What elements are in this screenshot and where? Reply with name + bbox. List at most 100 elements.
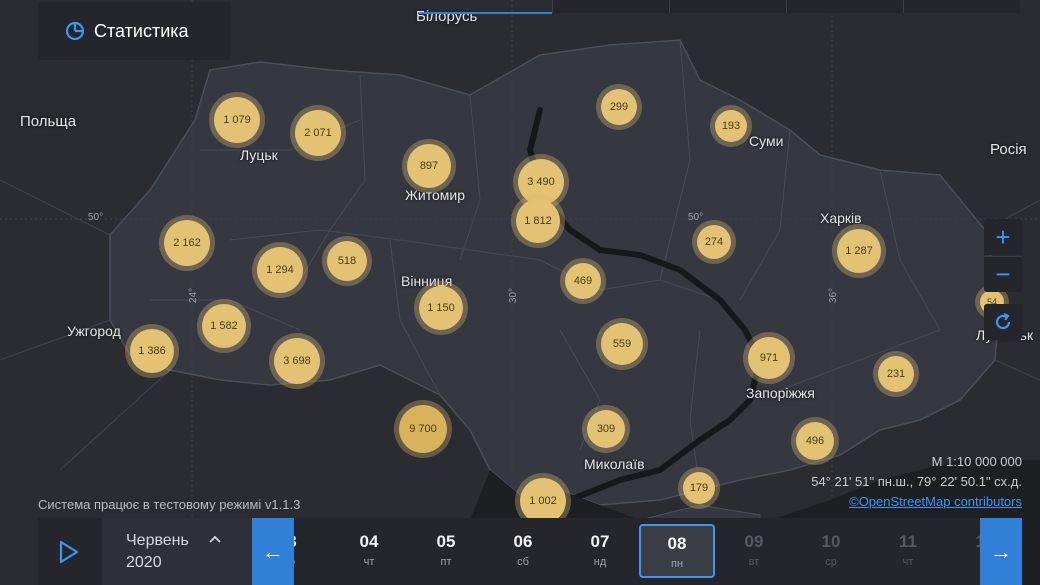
cluster-marker[interactable]: 1 287	[837, 229, 881, 273]
year-label: 2020	[126, 554, 162, 571]
cluster-marker[interactable]: 274	[697, 225, 731, 259]
cluster-marker[interactable]: 469	[565, 263, 601, 299]
country-label-belarus: Білорусь	[416, 8, 478, 25]
map-scale: M 1:10 000 000	[931, 454, 1022, 469]
day-item[interactable]: 09 вт	[716, 524, 792, 578]
cluster-marker[interactable]: 193	[715, 110, 747, 142]
cluster-marker[interactable]: 496	[796, 422, 834, 460]
statistics-button[interactable]: Статистика	[38, 2, 231, 60]
pie-chart-icon	[65, 21, 85, 41]
next-day-button[interactable]: →	[980, 518, 1022, 585]
prev-day-button[interactable]: ←	[252, 518, 294, 585]
weekday-label: нд	[593, 556, 607, 568]
map-info: M 1:10 000 000 54° 21' 51" пн.ш., 79° 22…	[811, 452, 1022, 512]
day-number: 12	[947, 532, 980, 552]
cluster-marker[interactable]: 3 698	[274, 338, 320, 384]
country-label-poland: Польща	[20, 113, 77, 130]
day-number: 08	[667, 534, 687, 553]
cluster-marker[interactable]: 299	[601, 89, 637, 125]
graticule-label-lon: 36°	[828, 287, 840, 304]
weekday-label: п	[947, 556, 980, 568]
graticule-label-lat: 50°	[88, 212, 104, 223]
day-item[interactable]: 10 ср	[793, 524, 869, 578]
city-label-sumy: Суми	[749, 133, 784, 149]
weekday-label: ср	[825, 556, 837, 568]
cluster-marker[interactable]: 309	[587, 410, 625, 448]
reset-view-button[interactable]	[984, 304, 1022, 340]
day-number: 10	[821, 532, 841, 551]
cluster-marker[interactable]: 1 294	[257, 247, 303, 293]
ukraine-territory	[109, 39, 1001, 506]
refresh-icon	[995, 313, 1011, 330]
day-item[interactable]: 04 чт	[331, 524, 407, 578]
chevron-up-icon	[209, 535, 221, 543]
day-item[interactable]: 07 нд	[562, 524, 638, 578]
city-label-zaporizhzhia: Запоріжжя	[746, 385, 815, 401]
play-button[interactable]	[38, 518, 100, 585]
weekday-label: сб	[517, 556, 529, 568]
osm-attribution-link[interactable]: ©OpenStreetMap contributors	[849, 494, 1022, 509]
statistics-label: Статистика	[94, 20, 189, 41]
day-number: 05	[436, 532, 456, 551]
day-number: 11	[899, 532, 917, 551]
city-label-lutsk: Луцьк	[240, 147, 278, 163]
cluster-marker[interactable]: 2 071	[295, 110, 341, 156]
weekday-label: чт	[902, 556, 914, 568]
cluster-marker[interactable]: 231	[878, 356, 914, 392]
graticule-label-lon: 24°	[188, 287, 200, 304]
zoom-out-button[interactable]: −	[984, 256, 1022, 292]
cluster-marker[interactable]: 3 490	[518, 159, 564, 205]
day-item[interactable]: 06 сб	[485, 524, 561, 578]
day-strip: 3р04чт05пт06сб07нд08пн09вт10ср11чт12п	[294, 518, 980, 585]
day-item[interactable]: 12 п	[947, 524, 980, 578]
city-label-vinnytsia: Вінниця	[401, 273, 453, 289]
day-number: 07	[590, 532, 610, 551]
day-item[interactable]: 11 чт	[870, 524, 946, 578]
timeline-bar: Червень 2020 3р04чт05пт06сб07нд08пн09вт1…	[38, 518, 1022, 585]
weekday-label: пн	[670, 558, 684, 570]
day-item[interactable]: 05 пт	[408, 524, 484, 578]
top-tab[interactable]	[552, 0, 669, 13]
top-tab[interactable]	[669, 0, 786, 13]
cluster-marker[interactable]: 518	[327, 241, 367, 281]
top-tab[interactable]	[903, 0, 1020, 13]
weekday-label: вт	[748, 556, 760, 568]
month-selector[interactable]: Червень 2020	[102, 518, 252, 585]
graticule-label-lat: 50°	[688, 212, 704, 223]
city-label-mykolaiv: Миколаїв	[584, 456, 645, 472]
cluster-marker[interactable]: 897	[407, 144, 451, 188]
cluster-marker[interactable]: 2 162	[164, 220, 210, 266]
cluster-marker[interactable]: 9 700	[399, 405, 447, 453]
weekday-label: пт	[440, 556, 452, 568]
day-number: 04	[359, 532, 379, 551]
zoom-in-button[interactable]: +	[984, 219, 1022, 255]
weekday-label: р	[294, 556, 330, 568]
cluster-marker[interactable]: 1 812	[516, 199, 560, 243]
day-item[interactable]: 3р	[294, 524, 330, 578]
month-label: Червень	[126, 532, 189, 549]
active-tab-indicator	[418, 12, 552, 14]
test-mode-notice: Система працює в тестовому режимі v1.1.3	[38, 497, 301, 512]
cluster-marker[interactable]: 1 150	[419, 286, 463, 330]
cluster-marker[interactable]: 1 386	[130, 329, 174, 373]
city-label-kharkiv: Харків	[820, 210, 862, 226]
cluster-marker[interactable]: 559	[601, 323, 643, 365]
day-number: 06	[513, 532, 533, 551]
day-number: 09	[744, 532, 764, 551]
city-label-uzhhorod: Ужгород	[67, 323, 121, 339]
day-item[interactable]: 08 пн	[639, 524, 715, 578]
cluster-marker[interactable]: 1 582	[202, 304, 246, 348]
weekday-label: чт	[363, 556, 375, 568]
top-tab-strip	[552, 0, 1020, 13]
country-label-russia: Росія	[990, 141, 1027, 158]
city-label-zhytomyr: Житомир	[405, 187, 466, 203]
graticule-label-lon: 30°	[508, 287, 520, 304]
day-number: 3	[294, 532, 330, 552]
cluster-marker[interactable]: 971	[748, 337, 790, 379]
cluster-marker[interactable]: 1 002	[520, 478, 566, 524]
cursor-coordinates: 54° 21' 51" пн.ш., 79° 22' 50.1" сх.д.	[811, 474, 1022, 489]
cluster-marker[interactable]: 1 079	[214, 97, 260, 143]
top-tab[interactable]	[786, 0, 903, 13]
cluster-marker[interactable]: 179	[683, 472, 715, 504]
